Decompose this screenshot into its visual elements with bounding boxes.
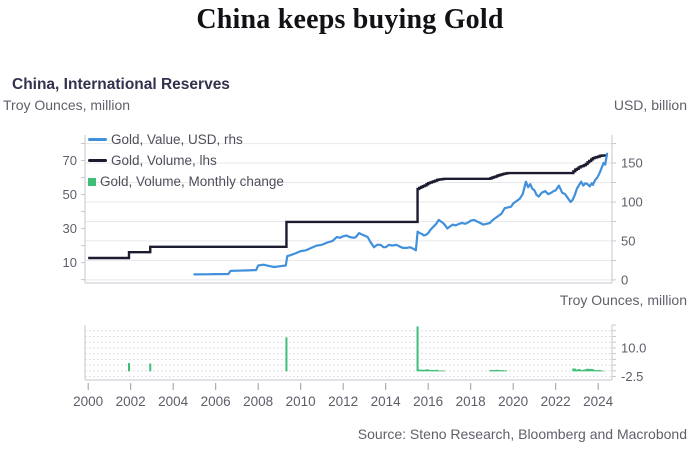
svg-text:2016: 2016 [413, 394, 443, 409]
gold-value-line-marker [88, 138, 107, 141]
gold-volume-line-marker [88, 159, 107, 162]
bottom-panel-unit-label: Troy Ounces, million [559, 292, 687, 308]
svg-text:2010: 2010 [286, 394, 316, 409]
svg-text:50: 50 [621, 233, 635, 248]
svg-text:2012: 2012 [328, 394, 358, 409]
chart-title: China, International Reserves [12, 76, 230, 93]
svg-text:2008: 2008 [243, 394, 273, 409]
svg-text:2014: 2014 [371, 394, 402, 409]
legend-label: Gold, Volume, lhs [111, 153, 217, 168]
right-axis-unit-label: USD, billion [613, 97, 687, 113]
svg-text:2002: 2002 [116, 394, 146, 409]
svg-text:2018: 2018 [456, 394, 486, 409]
legend-item-gold-value: Gold, Value, USD, rhs [88, 129, 284, 150]
page-title: China keeps buying Gold [196, 4, 504, 35]
monthly-change-bar-marker [88, 177, 96, 186]
svg-text:0: 0 [621, 272, 628, 287]
svg-text:2020: 2020 [498, 394, 528, 409]
svg-text:2000: 2000 [73, 394, 103, 409]
legend-label: Gold, Volume, Monthly change [100, 174, 284, 189]
svg-text:2004: 2004 [158, 394, 189, 409]
svg-text:30: 30 [63, 221, 77, 236]
source-attribution: Source: Steno Research, Bloomberg and Ma… [357, 426, 687, 442]
svg-text:10: 10 [63, 255, 77, 270]
chart-legend: Gold, Value, USD, rhs Gold, Volume, lhs … [88, 129, 284, 192]
svg-text:2006: 2006 [201, 394, 231, 409]
svg-text:-2.5: -2.5 [621, 369, 643, 384]
legend-label: Gold, Value, USD, rhs [111, 132, 243, 147]
svg-text:70: 70 [63, 153, 77, 168]
svg-text:50: 50 [63, 187, 77, 202]
svg-text:2024: 2024 [583, 394, 614, 409]
legend-item-monthly-change: Gold, Volume, Monthly change [88, 171, 284, 192]
left-axis-unit-label: Troy Ounces, million [3, 97, 131, 113]
svg-text:10.0: 10.0 [621, 340, 646, 355]
legend-item-gold-volume: Gold, Volume, lhs [88, 150, 284, 171]
svg-text:100: 100 [621, 194, 643, 209]
svg-text:2022: 2022 [541, 394, 571, 409]
svg-text:150: 150 [621, 156, 643, 171]
